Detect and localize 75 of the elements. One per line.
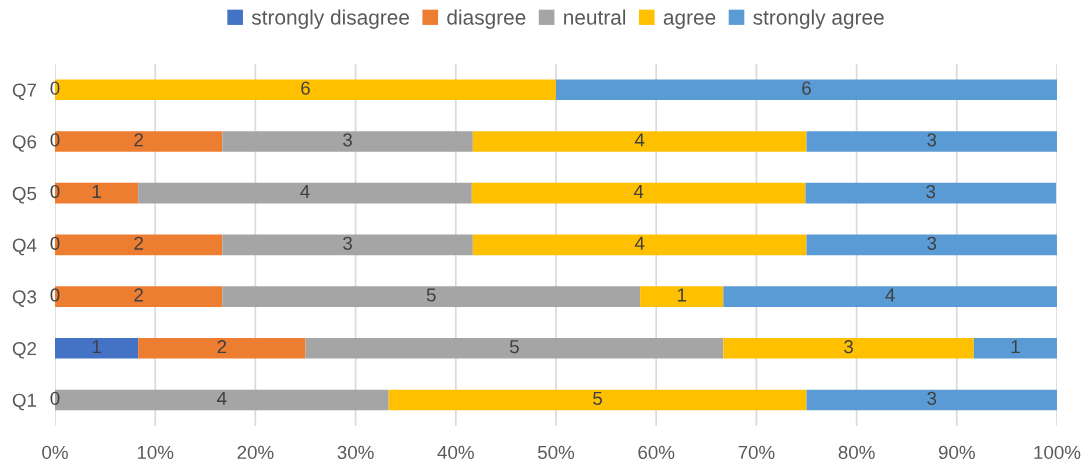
bar xyxy=(723,286,1057,307)
annotation: 1 xyxy=(1011,340,1020,354)
bar xyxy=(54,337,139,359)
x-tick-label: 50% xyxy=(537,445,575,460)
bar xyxy=(640,286,724,307)
bar xyxy=(138,182,472,204)
legend-label: strongly disagree xyxy=(251,9,410,29)
annotation: 3 xyxy=(927,133,937,147)
annotation: 1 xyxy=(677,288,687,302)
annotation: 0 xyxy=(50,288,60,302)
bar xyxy=(388,389,807,411)
y-tick-label: Q3 xyxy=(12,290,37,307)
annotation: 6 xyxy=(802,81,811,95)
bar xyxy=(472,131,807,152)
bar xyxy=(472,234,807,256)
x-tick-label: 30% xyxy=(337,445,374,460)
annotation: 3 xyxy=(343,236,352,250)
annotation: 3 xyxy=(927,391,937,405)
x-tick-label: 0% xyxy=(42,445,68,460)
bar xyxy=(973,337,1057,359)
x-tick-label: 10% xyxy=(137,445,174,460)
bar xyxy=(138,337,306,359)
annotation: 3 xyxy=(844,340,853,354)
y-tick-label: Q5 xyxy=(12,186,37,204)
bar xyxy=(723,337,974,359)
bar xyxy=(222,234,473,256)
bar xyxy=(555,79,1057,101)
x-tick-label: 60% xyxy=(638,445,675,460)
bar xyxy=(305,337,724,359)
legend-label: agree xyxy=(663,13,716,29)
annotation: 0 xyxy=(50,391,60,405)
annotation: 0 xyxy=(50,81,60,95)
bar xyxy=(805,182,1056,204)
annotation: 3 xyxy=(927,236,937,250)
bar xyxy=(222,131,473,152)
annotation: 4 xyxy=(634,133,645,147)
x-tick-label: 20% xyxy=(237,445,274,460)
annotation: 4 xyxy=(634,236,645,250)
annotation: 1 xyxy=(92,340,101,354)
annotation: 0 xyxy=(50,133,60,147)
annotation: 2 xyxy=(134,133,143,147)
annotation: 2 xyxy=(217,340,227,354)
legend-label: strongly agree xyxy=(753,9,884,29)
annotation: 1 xyxy=(92,185,101,199)
annotation: 5 xyxy=(509,340,519,354)
bar xyxy=(806,131,1057,152)
y-tick-label: Q1 xyxy=(12,393,37,411)
bar xyxy=(222,286,641,307)
annotation: 3 xyxy=(343,133,352,147)
y-tick-label: Q2 xyxy=(12,341,36,359)
bar xyxy=(806,389,1057,411)
y-tick-label: Q6 xyxy=(12,135,37,152)
annotation: 4 xyxy=(217,391,227,405)
annotation: 0 xyxy=(50,184,60,199)
annotation: 5 xyxy=(426,288,436,302)
annotation: 3 xyxy=(926,184,936,199)
annotation: 2 xyxy=(134,288,143,302)
x-tick-label: 40% xyxy=(437,445,474,460)
annotation: 4 xyxy=(300,185,310,199)
x-tick-label: 80% xyxy=(838,445,875,460)
x-tick-label: 70% xyxy=(738,445,775,460)
x-tick-label: 90% xyxy=(938,445,975,460)
annotation: 6 xyxy=(301,81,310,95)
annotation: 5 xyxy=(593,391,602,405)
annotation: 4 xyxy=(633,185,644,199)
legend-label: diasgree xyxy=(447,9,526,29)
annotation: 2 xyxy=(134,236,143,250)
annotation: 0 xyxy=(50,236,60,250)
bar xyxy=(806,234,1057,256)
annotation: 4 xyxy=(885,288,895,302)
legend-label: neutral xyxy=(564,9,626,25)
y-tick-label: Q7 xyxy=(12,83,36,101)
x-tick-label: 100% xyxy=(1034,445,1081,460)
bar xyxy=(471,182,806,204)
y-tick-label: Q4 xyxy=(12,238,37,256)
